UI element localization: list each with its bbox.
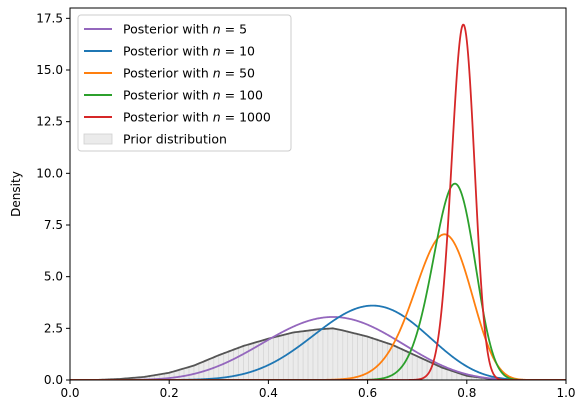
x-tick-label: 0.0 [60,386,79,400]
y-tick-label: 15.0 [36,63,63,77]
legend-label-part: n [213,44,221,59]
legend-label-part: = 100 [221,88,263,103]
prior-bar [263,339,269,380]
prior-bar [317,328,324,380]
prior-bar [302,330,309,380]
legend-label-prior: Prior distribution [123,132,227,147]
legend-label-part: Posterior with [123,88,213,103]
prior-bar [312,329,319,380]
prior-bar [258,340,264,380]
legend-label: Posterior with n = 5 [123,22,247,37]
legend-label-part: n [213,110,221,125]
legend-box [77,14,292,152]
plot-frame [69,7,567,381]
prior-bar [367,337,373,380]
prior-bar [411,354,418,380]
axes: 0.0 0.2 0.4 0.6 0.8 1.0 0.0 2.5 5.0 7.5 10.0 12.5 15… [36,7,576,400]
y-tick-label: 17.5 [36,11,63,25]
prior-bar [183,367,190,380]
prior-bar [322,328,329,380]
prior-bar [357,334,363,380]
legend-label-part: n [213,88,221,103]
prior-bar [397,347,403,380]
prior-bar [287,332,294,380]
prior-bar [436,366,443,380]
prior-bar [243,344,249,380]
prior-bar [178,368,185,380]
legend-label: Posterior with n = 10 [123,44,255,59]
prior-bar [382,342,388,380]
prior-bar [223,352,230,380]
prior-bar [332,328,339,380]
legend-label-part: = 5 [221,22,247,37]
x-tick-label: 1.0 [556,386,575,400]
y-tick-label: 2.5 [44,321,63,335]
legend-swatch-prior [83,133,113,145]
prior-bar [218,353,225,380]
prior-bar [416,357,423,380]
prior-bar [372,338,378,380]
prior-bar [337,329,344,380]
prior-histogram [70,327,566,380]
prior-bar [352,333,358,380]
y-tick-label: 7.5 [44,218,63,232]
y-axis-label: Density [9,171,23,217]
x-tick-label: 0.2 [160,386,179,400]
prior-bar [273,336,279,380]
x-tick-label: 0.8 [457,386,476,400]
legend-label-part: Posterior with [123,110,213,125]
prior-bar [347,331,354,380]
y-tick-label: 5.0 [44,270,63,284]
legend-label-part: n [213,66,221,81]
series-line [70,23,566,380]
prior-bar [441,368,448,380]
legend-label: Posterior with n = 50 [123,66,255,81]
prior-bar [327,328,334,380]
legend-label-part: Posterior with [123,44,213,59]
y-tick-label: 12.5 [36,115,63,129]
x-tick-label: 0.4 [259,386,278,400]
prior-bar [268,337,274,380]
legend-label-part: n [213,22,221,37]
y-tick-label: 10.0 [36,166,63,180]
prior-bar [292,331,299,380]
legend-label-part: Posterior with [123,66,213,81]
prior-bar [342,330,349,380]
legend-label: Posterior with n = 100 [123,88,263,103]
x-tick-label: 0.6 [358,386,377,400]
legend-label-part: = 1000 [221,110,271,125]
legend-label-part: = 50 [221,66,255,81]
legend-label-part: Posterior with [123,22,213,37]
legend-label-part: = 10 [221,44,255,59]
legend-label: Posterior with n = 1000 [123,110,271,125]
y-tick-label: 0.0 [44,373,63,387]
prior-bar [297,331,304,380]
